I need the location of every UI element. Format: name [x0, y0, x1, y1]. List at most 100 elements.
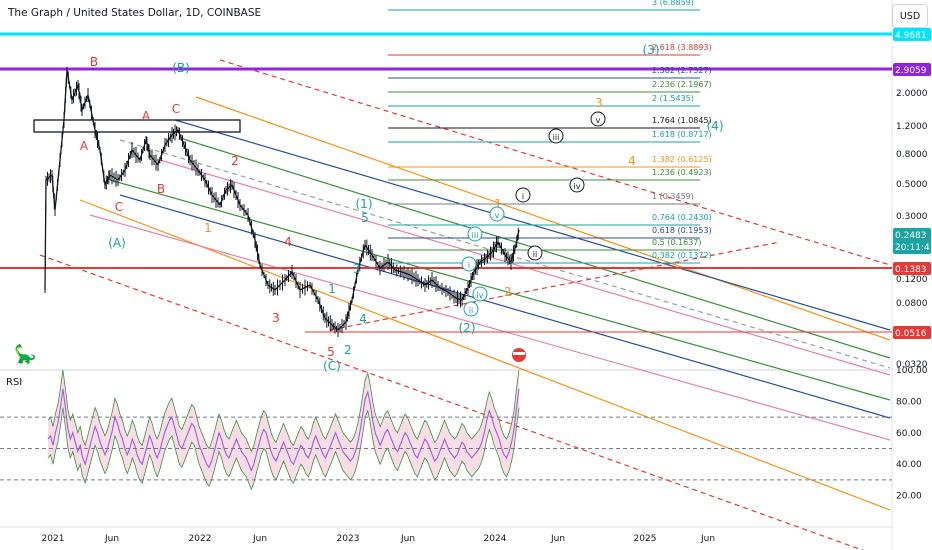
channel-line — [119, 139, 891, 369]
price-axis-label: 0.8000 — [896, 150, 928, 160]
circled-wave-marker — [461, 256, 477, 272]
fib-level-label: 0.5 (0.1637) — [652, 238, 702, 247]
wave-label: (2) — [459, 321, 476, 335]
circled-wave-label: v — [596, 116, 601, 125]
time-axis-label: Jun — [252, 534, 267, 544]
rsi-band-lower — [47, 407, 520, 491]
time-axis-label: 2022 — [189, 534, 212, 544]
rsi-axis-label: 100.00 — [896, 366, 928, 376]
channel-line — [195, 96, 891, 341]
flag-icon — [513, 352, 525, 355]
time-axis-label: 2024 — [484, 534, 507, 544]
circled-wave-marker — [467, 226, 483, 242]
price-axis-label: 2.0000 — [896, 89, 928, 99]
wave-label: 2 — [344, 343, 352, 357]
time-axis-label: 2025 — [634, 534, 657, 544]
wave-label: 1 — [494, 197, 502, 211]
price-marker-label: 2.9059 — [895, 66, 927, 76]
price-axis-label: 0.3000 — [896, 212, 928, 222]
circled-wave-marker — [515, 187, 531, 203]
fib-level-label: 1.618 (0.8717) — [652, 130, 712, 139]
circled-wave-label: iii — [472, 231, 479, 240]
price-marker-label: 0.1383 — [895, 265, 927, 275]
rsi-title: RSI — [6, 377, 23, 388]
wave-label: 2 — [231, 154, 239, 168]
circled-wave-marker — [569, 177, 585, 193]
circled-wave-marker — [590, 111, 606, 127]
wave-label: 3 — [353, 262, 361, 276]
circled-wave-label: iii — [553, 133, 560, 142]
wave-label: 4 — [284, 235, 292, 249]
rsi-axis-label: 20.00 — [896, 492, 922, 502]
price-axis-label: 0.5000 — [896, 180, 928, 190]
price-marker — [893, 262, 931, 275]
circled-wave-marker — [489, 206, 505, 222]
wave-label: C — [115, 200, 123, 214]
price-marker-label: 4.9681 — [895, 31, 927, 41]
fib-level-label: 1.764 (1.0845) — [652, 116, 712, 125]
channel-line — [119, 194, 891, 419]
time-axis-label: Jun — [550, 534, 565, 544]
wave-label: 4 — [628, 154, 636, 168]
time-axis-label: Jun — [104, 534, 119, 544]
wave-label: C — [172, 102, 180, 116]
wave-label: (3) — [643, 43, 660, 57]
circled-wave-label: iv — [574, 182, 581, 191]
channel-line — [89, 214, 891, 441]
wave-label: B — [157, 182, 165, 196]
time-axis-label: 2021 — [42, 534, 65, 544]
channel-line — [39, 254, 864, 550]
channel-line — [109, 179, 891, 401]
price-axis-label: 1.2000 — [896, 122, 928, 132]
price-marker-time: 20:11:41 — [895, 243, 932, 253]
wave-label: A — [142, 109, 151, 123]
circled-wave-label: ii — [533, 250, 537, 259]
wave-label: A — [80, 139, 89, 153]
wave-label: (A) — [108, 236, 126, 250]
wave-label: (C) — [323, 359, 341, 373]
wave-label: 2 — [504, 285, 512, 299]
time-axis-label: Jun — [700, 534, 715, 544]
wave-label: (1) — [356, 197, 373, 211]
channel-line — [79, 199, 891, 511]
fib-level-label: 1.382 (0.6125) — [652, 155, 712, 164]
price-marker — [893, 228, 931, 254]
fib-level-label: 2.382 (2.7327) — [652, 66, 712, 75]
price-marker — [893, 326, 931, 339]
rsi-axis-label: 80.00 — [896, 397, 922, 407]
circled-wave-marker — [463, 301, 479, 317]
currency-button[interactable]: USD — [892, 4, 928, 28]
time-axis-label: Jun — [400, 534, 415, 544]
tradingview-logo-icon: 🦕 — [14, 344, 37, 365]
circled-wave-marker — [527, 245, 543, 261]
wave-label: 5 — [327, 345, 335, 359]
fib-level-label: 2.618 (3.8893) — [652, 43, 712, 52]
fib-level-label: 0.382 (0.1372) — [652, 251, 712, 260]
price-axis-label: 0.0320 — [896, 360, 928, 370]
price-marker-label: 0.0516 — [895, 329, 927, 339]
price-marker-label: 0.2483 — [895, 231, 927, 241]
symbol-title: The Graph / United States Dollar, 1D, CO… — [8, 7, 262, 19]
wave-label: (4) — [707, 119, 724, 133]
wave-label: (B) — [172, 61, 190, 75]
rsi-band-upper — [47, 369, 520, 453]
fib-level-label: 1.236 (0.4923) — [652, 168, 712, 177]
rsi-line — [47, 388, 520, 472]
highlight-box — [33, 119, 241, 133]
fib-level-label: 0.618 (0.1953) — [652, 226, 712, 235]
circled-wave-marker — [548, 128, 564, 144]
fib-level-label: 2 (1.5435) — [652, 94, 694, 103]
price-axis-label: 0.1200 — [896, 275, 928, 285]
rsi-axis-label: 60.00 — [896, 429, 922, 439]
channel-line — [329, 241, 781, 331]
wave-label: 1 — [328, 282, 336, 296]
wave-label: 5 — [361, 211, 369, 225]
time-axis-label: 2023 — [337, 534, 360, 544]
wave-label: 3 — [272, 311, 280, 325]
fib-level-label: 2.236 (2.1967) — [652, 80, 712, 89]
wave-label: B — [90, 55, 98, 69]
circled-wave-marker — [472, 286, 488, 302]
circled-wave-label: ii — [469, 306, 473, 315]
circled-wave-label: i — [522, 192, 524, 201]
